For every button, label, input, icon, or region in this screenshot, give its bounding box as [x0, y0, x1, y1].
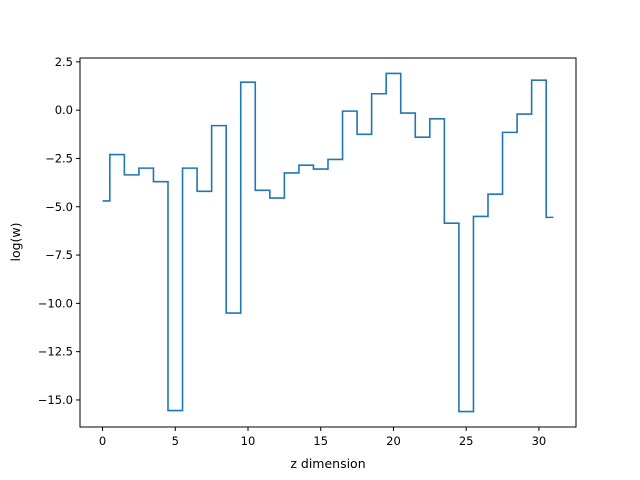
series-step-line [102, 72, 554, 413]
y-tick-label: 0.0 [55, 103, 73, 117]
x-tick-label: 30 [532, 434, 547, 448]
plot-area [102, 72, 554, 413]
y-tick-label: −2.5 [45, 151, 73, 165]
x-tick-label: 5 [172, 434, 179, 448]
x-tick-label: 15 [313, 434, 328, 448]
y-axis-label: log(w) [8, 222, 23, 261]
y-axis-ticks: 2.5 0.0 −2.5 −5.0 −7.5 −10.0 −12.5 −15.0 [38, 55, 80, 407]
y-tick-label: −12.5 [38, 345, 73, 359]
x-tick-label: 20 [386, 434, 401, 448]
x-axis-ticks: 0 5 10 15 20 25 30 [99, 427, 546, 448]
x-axis-label: z dimension [290, 456, 365, 471]
y-tick-label: −5.0 [45, 200, 73, 214]
x-tick-label: 10 [241, 434, 256, 448]
y-tick-label: 2.5 [55, 55, 73, 69]
y-tick-label: −7.5 [45, 248, 73, 262]
x-tick-label: 0 [99, 434, 106, 448]
x-tick-label: 25 [459, 434, 474, 448]
axes-frame [79, 57, 577, 428]
y-tick-label: −15.0 [38, 393, 73, 407]
y-tick-label: −10.0 [38, 296, 73, 310]
